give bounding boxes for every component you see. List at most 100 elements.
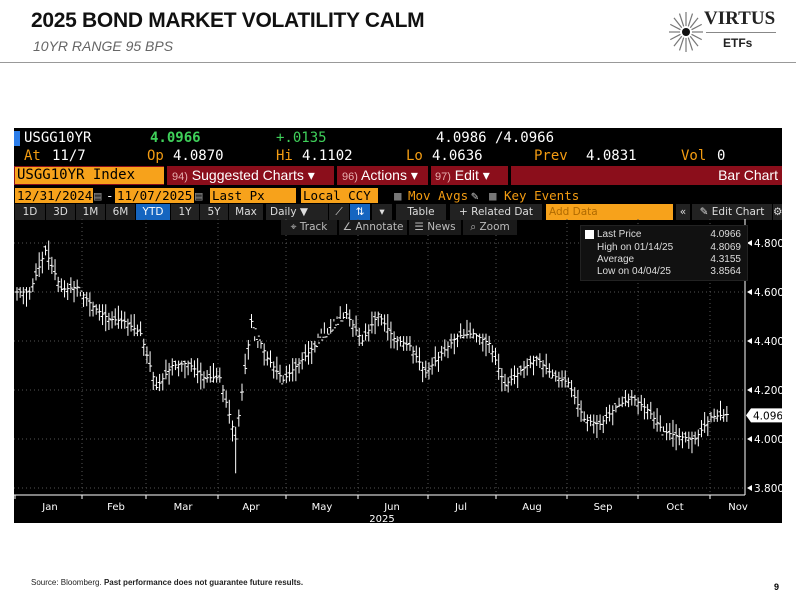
price-bar xyxy=(125,318,130,336)
month-label: Jul xyxy=(454,502,467,513)
y-tick-label: 4.6000 xyxy=(754,287,782,299)
price-bar xyxy=(220,384,225,403)
news-button[interactable]: ☰ News xyxy=(409,220,461,235)
period-1d[interactable]: 1D xyxy=(15,204,45,220)
price-bar xyxy=(582,411,587,422)
prev-label: Prev xyxy=(534,148,568,164)
net-change: +.0135 xyxy=(276,130,327,146)
price-bar xyxy=(617,397,622,408)
price-bar xyxy=(483,333,488,357)
security-field[interactable]: USGG10YR Index xyxy=(15,167,165,184)
price-bar xyxy=(563,370,568,388)
actions-menu[interactable]: 96) Actions ▾ xyxy=(342,167,418,183)
price-bar xyxy=(404,336,409,351)
zoom-button[interactable]: ⌕ Zoom xyxy=(463,220,517,235)
price-bar xyxy=(173,360,178,371)
month-label: Jun xyxy=(383,502,400,513)
price-bar xyxy=(217,367,222,383)
price-chart[interactable]: 4.8000 4.6000 4.4000 4.2000 4.0000 3.8000 Jan F… xyxy=(14,219,782,523)
price-bar xyxy=(363,323,368,341)
edit-menu[interactable]: 97) Edit ▾ xyxy=(435,167,490,183)
price-bar xyxy=(43,245,48,256)
price-bar xyxy=(316,333,321,348)
suggested-charts-menu[interactable]: 94) Suggested Charts ▾ xyxy=(172,167,315,183)
price-bar xyxy=(588,414,593,427)
calendar-icon[interactable]: ▤ xyxy=(195,188,203,203)
end-date-input[interactable]: 11/07/2025 xyxy=(115,188,194,203)
price-bar xyxy=(414,345,419,363)
price-bar xyxy=(420,361,425,383)
price-bar xyxy=(433,346,438,367)
price-bar xyxy=(575,390,580,417)
price-bar xyxy=(702,412,707,433)
add-data-input[interactable]: Add Data xyxy=(546,204,673,220)
track-button[interactable]: ⌖ Track xyxy=(281,220,337,235)
price-bar xyxy=(553,370,558,382)
vol-value: 0 xyxy=(717,148,726,164)
price-bar xyxy=(341,312,346,322)
period-1m[interactable]: 1M xyxy=(76,204,105,220)
price-bar xyxy=(144,346,149,364)
price-bar xyxy=(151,371,156,390)
price-bar xyxy=(369,311,374,334)
month-label: Sep xyxy=(594,502,613,513)
legend-value: 4.0966 xyxy=(710,229,741,240)
start-date-input[interactable]: 12/31/2024 xyxy=(15,188,93,203)
price-bar xyxy=(528,355,533,369)
period-3d[interactable]: 3D xyxy=(46,204,75,220)
gear-icon[interactable]: ⚙ xyxy=(773,204,783,220)
currency-select[interactable]: Local CCY xyxy=(301,188,378,203)
period-ytd[interactable]: YTD xyxy=(136,204,170,220)
price-bar xyxy=(268,350,273,368)
line-chart-icon[interactable]: ⟋ xyxy=(329,204,349,220)
price-bar xyxy=(392,331,397,349)
period-6m[interactable]: 6M xyxy=(106,204,135,220)
price-bar xyxy=(487,335,492,353)
y-tick-label: 4.2000 xyxy=(754,385,782,397)
bar-chart-icon[interactable]: ⇅ xyxy=(350,204,370,220)
price-bar xyxy=(49,256,54,274)
chevron-down-icon[interactable]: ▾ xyxy=(372,204,392,220)
price-bar xyxy=(674,424,679,451)
price-bar xyxy=(411,346,416,364)
month-label: Apr xyxy=(242,502,260,513)
mov-avgs-checkbox[interactable]: ■ xyxy=(394,188,402,203)
slide-subtitle: 10YR RANGE 95 BPS xyxy=(33,38,174,54)
edit-chart-button[interactable]: ✎ Edit Chart xyxy=(692,204,772,220)
key-events-label[interactable]: Key Events xyxy=(504,188,580,203)
price-bar xyxy=(572,387,577,405)
price-bar xyxy=(455,333,460,348)
mov-avgs-label[interactable]: Mov Avgs xyxy=(408,188,469,203)
period-1y[interactable]: 1Y xyxy=(171,204,199,220)
price-bar xyxy=(141,338,146,356)
period-5y[interactable]: 5Y xyxy=(200,204,228,220)
price-bar xyxy=(170,358,175,376)
price-bar xyxy=(436,351,441,372)
price-bar xyxy=(724,406,729,422)
price-bar xyxy=(382,314,387,332)
price-bar xyxy=(493,347,498,366)
price-bar xyxy=(290,358,295,382)
field-select[interactable]: Last Px xyxy=(210,188,296,203)
price-bar xyxy=(163,359,168,380)
price-bar xyxy=(271,361,276,379)
period-max[interactable]: Max xyxy=(229,204,263,220)
price-bar xyxy=(122,311,127,329)
price-bar xyxy=(449,333,454,349)
related-data-button[interactable]: + Related Dat xyxy=(450,204,542,220)
op-value: 4.0870 xyxy=(173,148,224,164)
calendar-icon[interactable]: ▤ xyxy=(94,188,102,203)
price-bar xyxy=(477,333,482,345)
y-tick-label: 4.8000 xyxy=(754,238,782,250)
pencil-icon[interactable]: ✎ xyxy=(471,188,479,203)
annotate-button[interactable]: ∠ Annotate xyxy=(339,220,407,235)
price-bar xyxy=(106,312,111,330)
table-button[interactable]: Table xyxy=(396,204,446,220)
price-bar xyxy=(198,362,203,390)
collapse-icon[interactable]: « xyxy=(676,204,690,220)
price-bar xyxy=(534,355,539,366)
hi-label: Hi xyxy=(276,148,293,164)
price-bar xyxy=(37,252,42,277)
key-events-checkbox[interactable]: ■ xyxy=(489,188,497,203)
frequency-select[interactable]: Daily ▼ xyxy=(266,204,328,220)
